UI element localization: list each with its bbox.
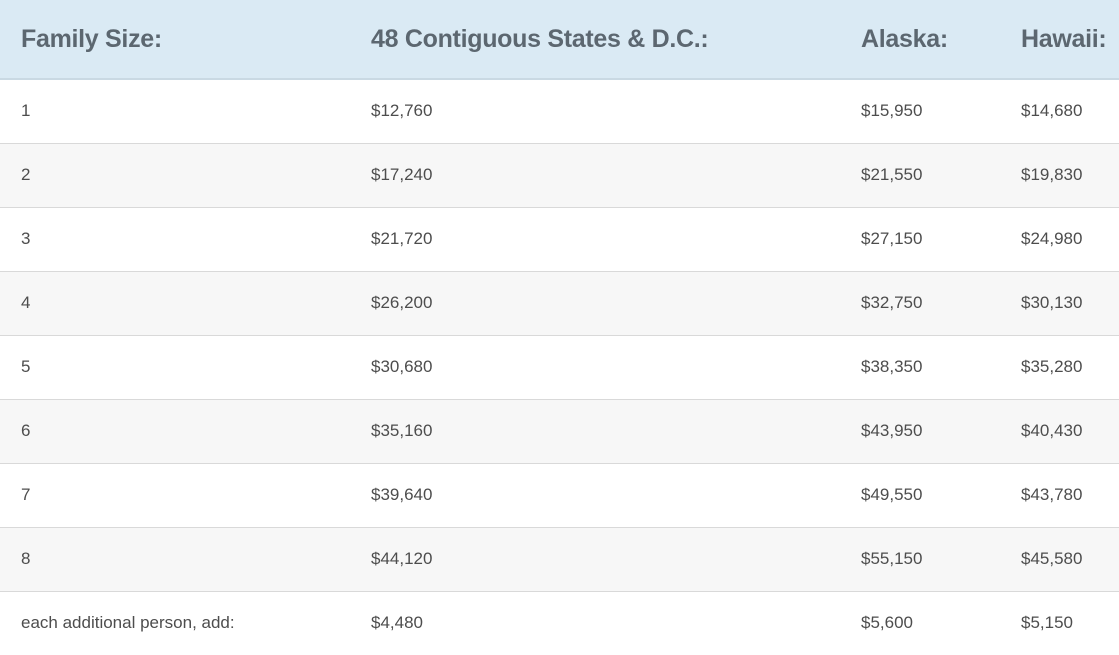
header-hawaii: Hawaii: bbox=[1000, 0, 1119, 80]
cell-contiguous: $39,640 bbox=[371, 485, 433, 504]
header-contiguous-states: 48 Contiguous States & D.C.: bbox=[350, 0, 840, 80]
cell-contiguous: $4,480 bbox=[371, 613, 423, 633]
cell-contiguous: $30,680 bbox=[371, 357, 433, 376]
cell-alaska: $32,750 bbox=[861, 293, 923, 312]
cell-contiguous: $21,720 bbox=[371, 229, 433, 248]
cell-family-size: 7 bbox=[21, 485, 31, 504]
header-row: Family Size: 48 Contiguous States & D.C.… bbox=[0, 0, 1119, 80]
cell-family-size: 6 bbox=[21, 421, 31, 440]
table-row: 3 $21,720 $27,150 $24,980 bbox=[0, 207, 1119, 271]
cell-family-size: 5 bbox=[21, 357, 31, 376]
cell-family-size: 1 bbox=[21, 101, 31, 121]
cell-hawaii: $19,830 bbox=[1021, 165, 1083, 184]
table-row: 5 $30,680 $38,350 $35,280 bbox=[0, 335, 1119, 399]
cell-contiguous: $12,760 bbox=[371, 101, 433, 121]
cell-hawaii: $14,680 bbox=[1021, 101, 1083, 121]
cell-contiguous: $44,120 bbox=[371, 549, 433, 568]
cell-contiguous: $26,200 bbox=[371, 293, 433, 312]
cell-hawaii: $43,780 bbox=[1021, 485, 1083, 504]
header-family-size: Family Size: bbox=[0, 0, 350, 80]
cell-family-size: 8 bbox=[21, 549, 31, 568]
table-row: 2 $17,240 $21,550 $19,830 bbox=[0, 143, 1119, 207]
cell-hawaii: $30,130 bbox=[1021, 293, 1083, 312]
cell-hawaii: $40,430 bbox=[1021, 421, 1083, 440]
cell-alaska: $27,150 bbox=[861, 229, 923, 248]
cell-alaska: $55,150 bbox=[861, 549, 923, 568]
cell-hawaii: $24,980 bbox=[1021, 229, 1083, 248]
cell-hawaii: $5,150 bbox=[1021, 613, 1073, 633]
cell-alaska: $49,550 bbox=[861, 485, 923, 504]
cell-contiguous: $35,160 bbox=[371, 421, 433, 440]
cell-alaska: $5,600 bbox=[861, 613, 913, 633]
cell-family-size: 3 bbox=[21, 229, 31, 248]
header-alaska: Alaska: bbox=[840, 0, 1000, 80]
table-row: 6 $35,160 $43,950 $40,430 bbox=[0, 399, 1119, 463]
cell-alaska: $21,550 bbox=[861, 165, 923, 184]
cell-family-size: 4 bbox=[21, 293, 31, 312]
table-row: 7 $39,640 $49,550 $43,780 bbox=[0, 463, 1119, 527]
table-body: 1 $12,760 $15,950 $14,680 2 $17,240 $21,… bbox=[0, 79, 1119, 655]
table-row: 8 $44,120 $55,150 $45,580 bbox=[0, 527, 1119, 591]
cell-alaska: $43,950 bbox=[861, 421, 923, 440]
cell-family-size: 2 bbox=[21, 165, 31, 184]
cell-contiguous: $17,240 bbox=[371, 165, 433, 184]
table-header: Family Size: 48 Contiguous States & D.C.… bbox=[0, 0, 1119, 80]
cell-alaska: $38,350 bbox=[861, 357, 923, 376]
table-row: 4 $26,200 $32,750 $30,130 bbox=[0, 271, 1119, 335]
table-row: each additional person, add: $4,480 $5,6… bbox=[0, 591, 1119, 655]
cell-alaska: $15,950 bbox=[861, 101, 923, 121]
table-row: 1 $12,760 $15,950 $14,680 bbox=[0, 79, 1119, 143]
cell-hawaii: $45,580 bbox=[1021, 549, 1083, 568]
cell-hawaii: $35,280 bbox=[1021, 357, 1083, 376]
cell-family-size: each additional person, add: bbox=[21, 613, 235, 633]
